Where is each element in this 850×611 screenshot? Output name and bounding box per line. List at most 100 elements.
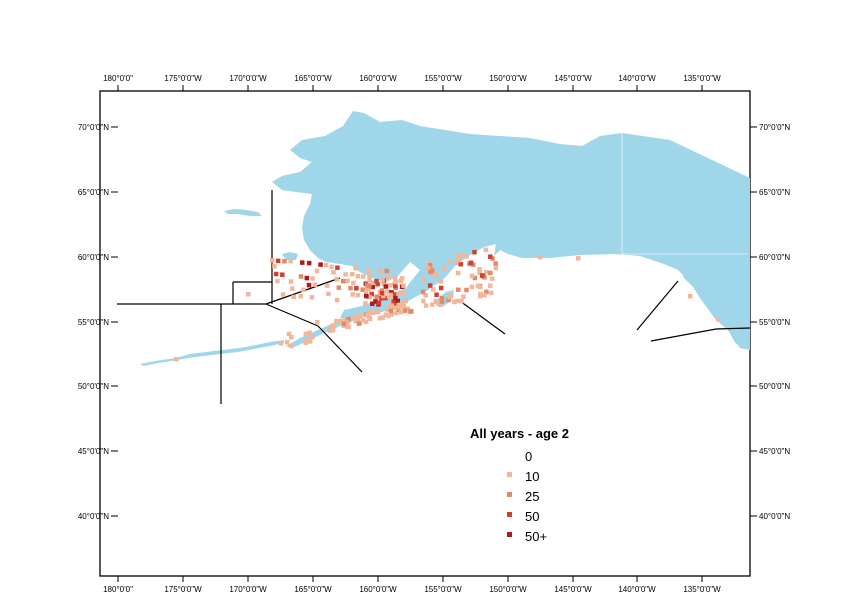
catch-square xyxy=(303,331,309,337)
catch-square xyxy=(373,299,378,304)
catch-square xyxy=(361,274,366,279)
catch-square xyxy=(375,309,380,314)
catch-square xyxy=(482,292,487,298)
catch-square xyxy=(447,259,452,264)
catch-square xyxy=(310,276,315,281)
catch-square xyxy=(716,317,721,322)
catch-square xyxy=(391,292,397,297)
graticule-labels: 180°0'0" 180°0'0" 175°0'0"W 175°0'0"W 170°0'… xyxy=(78,74,791,594)
catch-square xyxy=(438,285,444,291)
catch-square xyxy=(275,278,280,284)
catch-square xyxy=(392,305,398,311)
catch-square xyxy=(377,315,383,321)
catch-square xyxy=(353,265,358,271)
catch-square xyxy=(469,273,475,279)
catch-square xyxy=(396,307,402,312)
catch-square xyxy=(289,286,295,291)
catch-square xyxy=(291,294,296,300)
catch-square xyxy=(383,312,389,317)
catch-square xyxy=(455,298,460,304)
lon-label-bottom: 145°0'0"W xyxy=(554,585,592,594)
catch-square xyxy=(420,289,426,295)
catch-square xyxy=(315,320,320,325)
catch-square xyxy=(469,284,475,290)
land-layer xyxy=(140,111,750,366)
catch-square xyxy=(358,314,363,319)
catch-square xyxy=(456,253,461,258)
catch-square xyxy=(434,292,439,297)
legend-label-25: 25 xyxy=(525,489,539,504)
lat-label-left: 70°0'0"N xyxy=(78,123,109,132)
catch-square xyxy=(367,277,372,283)
catch-square xyxy=(402,308,408,314)
catch-square xyxy=(343,272,348,277)
lat-label-left: 55°0'0"N xyxy=(78,318,109,327)
catch-square xyxy=(331,323,336,328)
catch-square xyxy=(393,279,399,285)
catch-square xyxy=(455,270,461,276)
catch-square xyxy=(438,302,443,308)
catch-square xyxy=(381,293,386,299)
lon-label-top: 180°0'0" xyxy=(103,74,133,83)
boundary-segment xyxy=(636,280,679,331)
boundary-segment xyxy=(265,303,319,327)
catch-square xyxy=(493,265,499,271)
catch-square xyxy=(306,260,312,266)
catch-square xyxy=(383,295,389,301)
catch-square xyxy=(340,278,346,284)
lon-label-bottom: 180°0'0" xyxy=(103,585,133,594)
catch-square xyxy=(353,318,358,324)
catch-square xyxy=(427,283,433,288)
catch-square xyxy=(439,295,445,301)
catch-square xyxy=(478,293,483,299)
lat-label-left: 40°0'0"N xyxy=(78,512,109,521)
catch-square xyxy=(430,270,436,276)
aleutian-chain xyxy=(140,340,284,366)
catch-square xyxy=(403,298,409,304)
catch-square xyxy=(487,283,493,288)
catch-square xyxy=(370,301,375,306)
catch-square xyxy=(288,279,294,284)
catch-square xyxy=(386,294,392,299)
lat-label-right: 60°0'0"N xyxy=(759,253,790,262)
catch-square xyxy=(288,258,293,264)
catch-square xyxy=(484,289,489,295)
catch-square xyxy=(377,268,383,274)
catch-square xyxy=(398,278,404,284)
catch-points xyxy=(174,247,721,362)
southeast-archipelago xyxy=(680,264,744,344)
catch-square xyxy=(472,249,477,255)
lat-label-right: 55°0'0"N xyxy=(759,318,790,327)
catch-square xyxy=(346,316,351,322)
catch-square xyxy=(367,316,373,322)
catch-square xyxy=(398,309,404,315)
catch-square xyxy=(304,338,309,344)
lon-label-bottom: 160°0'0"W xyxy=(359,585,397,594)
lon-label-bottom: 150°0'0"W xyxy=(489,585,527,594)
boundary-segment xyxy=(459,300,506,335)
catch-square xyxy=(423,303,429,308)
catch-square xyxy=(408,309,413,314)
catch-square xyxy=(380,277,385,283)
catch-square xyxy=(376,300,382,305)
lon-label-top: 165°0'0"W xyxy=(294,74,332,83)
lat-label-right: 65°0'0"N xyxy=(759,188,790,197)
catch-square xyxy=(304,275,310,281)
catch-square xyxy=(363,319,369,325)
catch-square xyxy=(307,339,313,344)
canada-border xyxy=(621,133,748,255)
catch-square xyxy=(394,310,399,316)
catch-square xyxy=(434,273,439,278)
catch-square xyxy=(374,278,379,284)
catch-square xyxy=(379,288,385,293)
catch-square xyxy=(379,290,385,296)
catch-square xyxy=(389,312,394,317)
catch-square xyxy=(379,296,384,301)
catch-square xyxy=(384,289,390,294)
legend-label-10: 10 xyxy=(525,469,539,484)
catch-square xyxy=(452,299,457,305)
catch-square xyxy=(366,309,372,315)
catch-square xyxy=(455,287,461,292)
catch-square xyxy=(375,281,380,287)
